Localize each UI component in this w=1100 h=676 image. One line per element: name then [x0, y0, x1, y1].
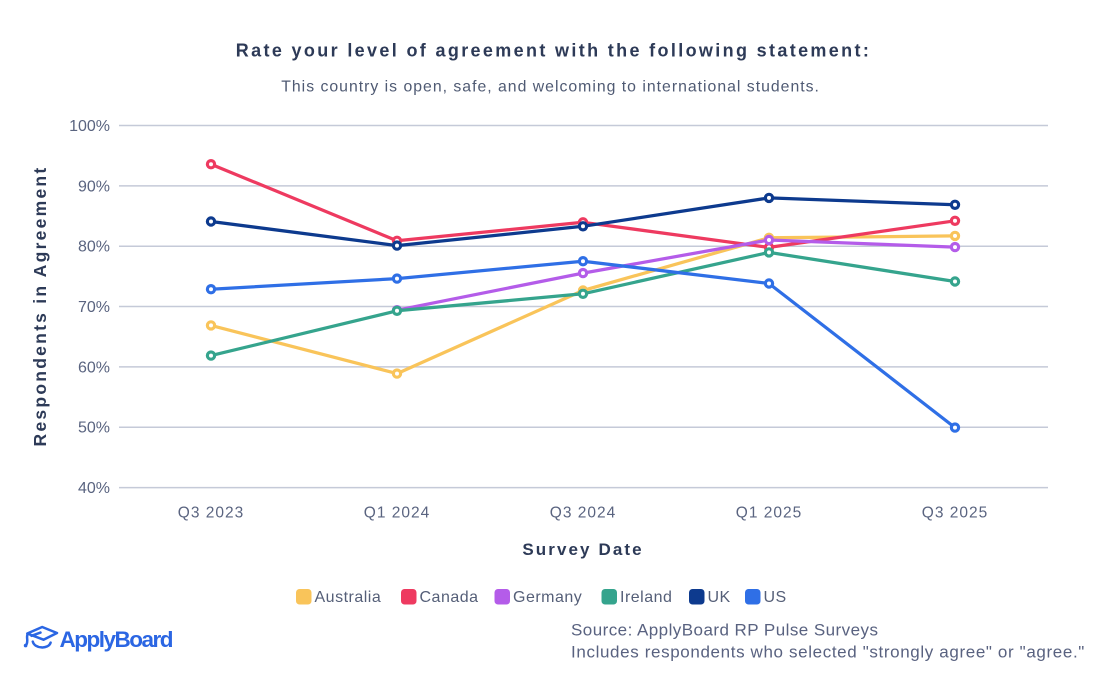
svg-text:This country is open, safe, an: This country is open, safe, and welcomin…: [281, 79, 820, 96]
svg-text:Q3 2025: Q3 2025: [922, 505, 988, 522]
svg-text:Q1 2025: Q1 2025: [736, 505, 802, 522]
svg-text:Germany: Germany: [513, 589, 582, 606]
svg-text:Survey Date: Survey Date: [522, 540, 643, 559]
svg-text:Q3 2023: Q3 2023: [178, 505, 244, 522]
svg-text:Q3 2024: Q3 2024: [550, 505, 616, 522]
svg-text:Respondents in Agreement: Respondents in Agreement: [30, 166, 50, 447]
svg-text:Q1 2024: Q1 2024: [364, 505, 430, 522]
svg-text:80%: 80%: [78, 239, 110, 256]
svg-text:Includes respondents who selec: Includes respondents who selected "stron…: [571, 643, 1085, 662]
svg-text:Source: ApplyBoard RP Pulse Su: Source: ApplyBoard RP Pulse Surveys: [571, 621, 878, 640]
svg-text:Rate your level of agreement w: Rate your level of agreement with the fo…: [236, 41, 871, 61]
svg-text:UK: UK: [708, 589, 731, 606]
svg-text:ApplyBoard: ApplyBoard: [60, 627, 173, 652]
svg-text:Australia: Australia: [315, 589, 382, 606]
svg-text:70%: 70%: [78, 299, 110, 316]
svg-text:US: US: [764, 589, 787, 606]
svg-text:60%: 60%: [78, 359, 110, 376]
svg-text:40%: 40%: [78, 480, 110, 497]
svg-text:100%: 100%: [69, 118, 110, 135]
svg-text:Ireland: Ireland: [620, 589, 672, 606]
svg-text:Canada: Canada: [420, 589, 479, 606]
svg-text:50%: 50%: [78, 420, 110, 437]
svg-text:90%: 90%: [78, 178, 110, 195]
